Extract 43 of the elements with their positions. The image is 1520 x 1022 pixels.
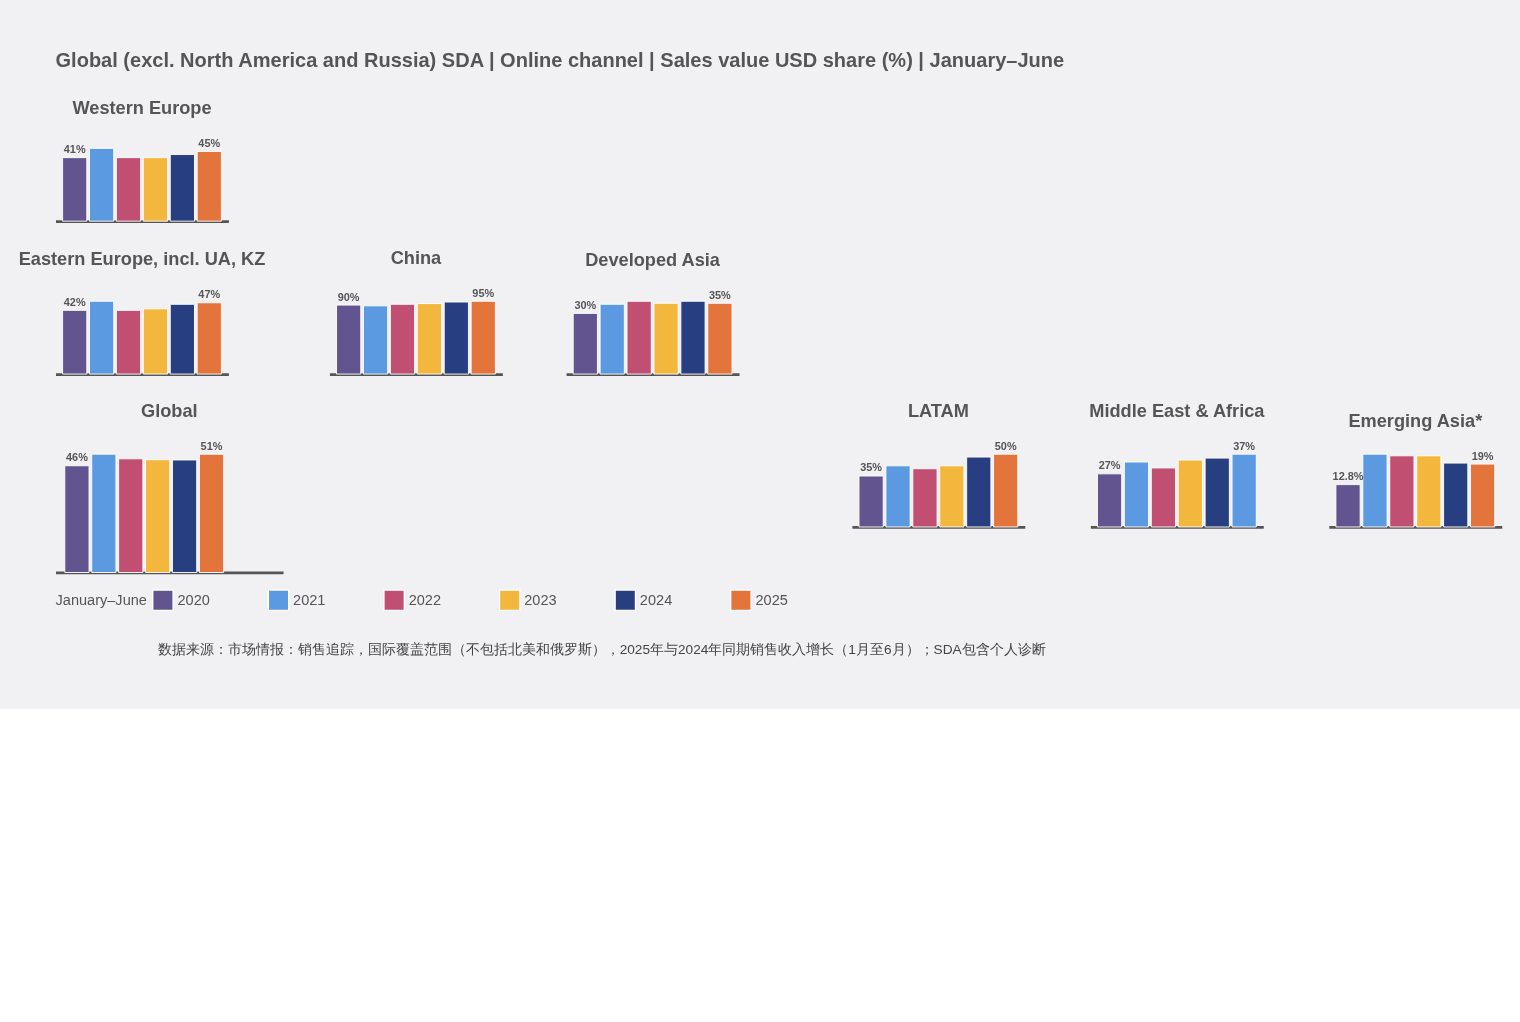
data-label: 90% <box>337 290 360 303</box>
chart-title: Western Europe <box>72 98 212 119</box>
bar <box>1470 463 1496 528</box>
bar <box>62 309 88 375</box>
data-label: 30% <box>574 298 597 311</box>
data-label: 45% <box>198 136 221 149</box>
data-label: 19% <box>1471 449 1494 462</box>
chart-title: LATAM <box>907 400 969 421</box>
chart-title: China <box>390 247 443 268</box>
legend-title: January–June <box>55 592 147 609</box>
chart-title: Eastern Europe, incl. UA, KZ <box>18 249 266 270</box>
data-label: 35% <box>708 288 732 301</box>
bar <box>142 308 169 375</box>
data-label: 47% <box>198 288 221 301</box>
data-label: 51% <box>200 439 223 452</box>
source-note: 数据来源：市场情报：销售追踪，国际覆盖范围（不包括北美和俄罗斯），2025年与2024年同期销售收入增长（1月至6月）；SDA包含个人诊断 <box>157 642 1046 658</box>
bar <box>1123 461 1150 528</box>
legend-label: 2025 <box>755 591 788 608</box>
data-label: 95% <box>472 286 495 299</box>
data-label: 41% <box>63 143 86 156</box>
chart-title: Global <box>141 400 198 421</box>
chart-title: Middle East & Africa <box>1089 400 1266 421</box>
data-label: 46% <box>66 451 89 464</box>
bar <box>89 300 115 375</box>
legend-label: 2020 <box>177 591 210 608</box>
text: Global (excl. North America and Russia) SDA | Online channel | Sales value USD share (%) | January–June <box>55 49 1065 72</box>
bar <box>1096 473 1123 528</box>
chart-title: Emerging Asia* <box>1348 410 1484 431</box>
bar <box>115 309 142 375</box>
bar <box>1150 467 1176 528</box>
legend-label: 2021 <box>293 591 326 608</box>
bar <box>196 302 222 375</box>
data-label: 27% <box>1098 459 1121 472</box>
legend-label: 2022 <box>408 591 442 608</box>
data-label: 50% <box>994 439 1017 452</box>
data-label: 35% <box>860 461 883 474</box>
data-label: 12.8% <box>1332 470 1364 483</box>
bar <box>169 303 195 375</box>
data-label: 42% <box>63 295 86 308</box>
chart-title: Developed Asia <box>585 249 721 270</box>
legend-label: 2023 <box>524 591 557 608</box>
data-label: 37% <box>1233 439 1256 452</box>
legend-label: 2024 <box>639 591 673 608</box>
